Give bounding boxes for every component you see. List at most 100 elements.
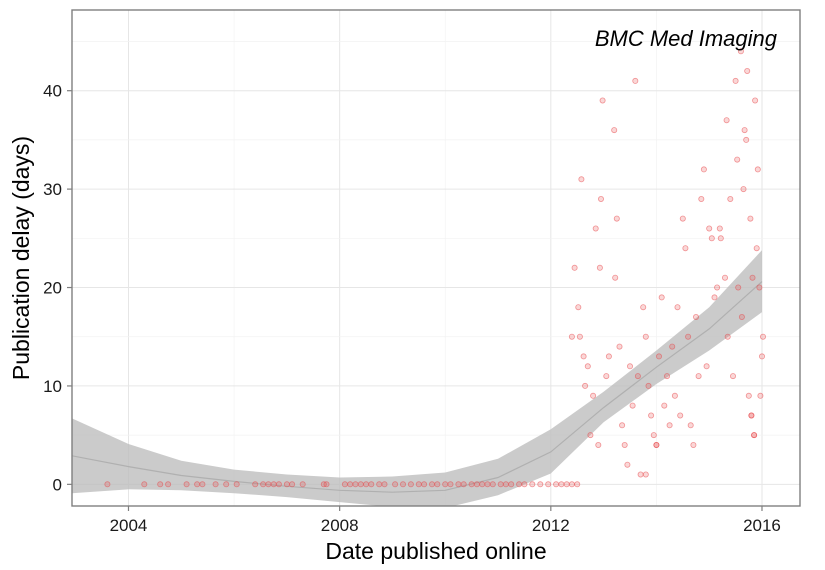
data-point: [489, 481, 496, 488]
data-point: [717, 235, 724, 242]
data-point: [756, 284, 763, 291]
data-point: [252, 481, 259, 488]
data-point: [751, 432, 758, 439]
data-point: [743, 136, 750, 143]
y-axis: 0 10 20 30 40: [43, 82, 72, 494]
data-point: [434, 481, 441, 488]
data-point: [716, 225, 723, 232]
confidence-band: [72, 250, 763, 506]
data-point: [563, 481, 570, 488]
data-point: [141, 481, 148, 488]
data-point: [568, 481, 575, 488]
data-point: [621, 441, 628, 448]
data-point: [711, 294, 718, 301]
data-point: [748, 412, 755, 419]
data-point: [587, 432, 594, 439]
data-point: [640, 304, 647, 311]
data-point: [341, 481, 348, 488]
data-point: [624, 461, 631, 468]
data-point: [568, 333, 575, 340]
data-point: [737, 48, 744, 55]
data-point: [275, 481, 282, 488]
data-point: [753, 245, 760, 252]
data-point: [724, 333, 731, 340]
data-point: [502, 481, 509, 488]
data-point: [265, 481, 272, 488]
data-point: [738, 313, 745, 320]
data-point: [599, 97, 606, 104]
data-point: [571, 264, 578, 271]
data-point: [664, 373, 671, 380]
data-point: [199, 481, 206, 488]
data-point: [695, 373, 702, 380]
data-point: [381, 481, 388, 488]
y-tick-label: 30: [43, 180, 62, 199]
x-tick-label: 2004: [110, 516, 148, 535]
data-point: [357, 481, 364, 488]
data-point: [323, 481, 330, 488]
data-point: [194, 481, 201, 488]
data-point: [578, 176, 585, 183]
data-point: [687, 422, 694, 429]
data-point: [484, 481, 491, 488]
data-point: [553, 481, 560, 488]
data-point: [741, 127, 748, 134]
y-axis-title: Publication delay (days): [8, 136, 34, 380]
data-point: [233, 481, 240, 488]
data-point: [399, 481, 406, 488]
data-point: [744, 68, 751, 75]
data-point: [104, 481, 111, 488]
data-point: [260, 481, 267, 488]
data-point: [299, 481, 306, 488]
data-point: [619, 422, 626, 429]
data-point: [352, 481, 359, 488]
data-point: [574, 481, 581, 488]
data-point: [283, 481, 290, 488]
data-point: [611, 127, 618, 134]
data-point: [677, 412, 684, 419]
data-point: [516, 481, 523, 488]
data-point: [642, 471, 649, 478]
data-point: [590, 392, 597, 399]
data-point: [598, 195, 605, 202]
data-point: [669, 343, 676, 350]
data-point: [460, 481, 467, 488]
data-point: [508, 481, 515, 488]
plot-panel: [71, 9, 801, 507]
data-point: [645, 382, 652, 389]
data-point: [165, 481, 172, 488]
data-point: [637, 471, 644, 478]
data-point: [727, 195, 734, 202]
data-point: [529, 481, 536, 488]
data-point: [745, 392, 752, 399]
data-point: [603, 373, 610, 380]
data-point: [616, 343, 623, 350]
data-point: [730, 373, 737, 380]
x-axis-title: Date published online: [325, 538, 546, 564]
data-point: [183, 481, 190, 488]
data-point: [653, 441, 660, 448]
data-point: [706, 225, 713, 232]
data-point: [629, 402, 636, 409]
y-tick-label: 0: [53, 475, 62, 494]
panel-title: BMC Med Imaging: [595, 26, 778, 51]
data-point: [537, 481, 544, 488]
data-point: [582, 382, 589, 389]
data-point: [627, 363, 634, 370]
data-point: [656, 353, 663, 360]
data-point: [447, 481, 454, 488]
data-point: [642, 333, 649, 340]
data-point: [693, 313, 700, 320]
y-tick-label: 40: [43, 82, 62, 101]
data-point: [674, 304, 681, 311]
data-point: [613, 215, 620, 222]
data-point: [757, 392, 764, 399]
data-point: [760, 333, 767, 340]
data-point: [270, 481, 277, 488]
y-tick-label: 20: [43, 279, 62, 298]
panel-background: [72, 10, 800, 506]
data-point: [605, 353, 612, 360]
data-point: [679, 215, 686, 222]
data-point: [363, 481, 370, 488]
